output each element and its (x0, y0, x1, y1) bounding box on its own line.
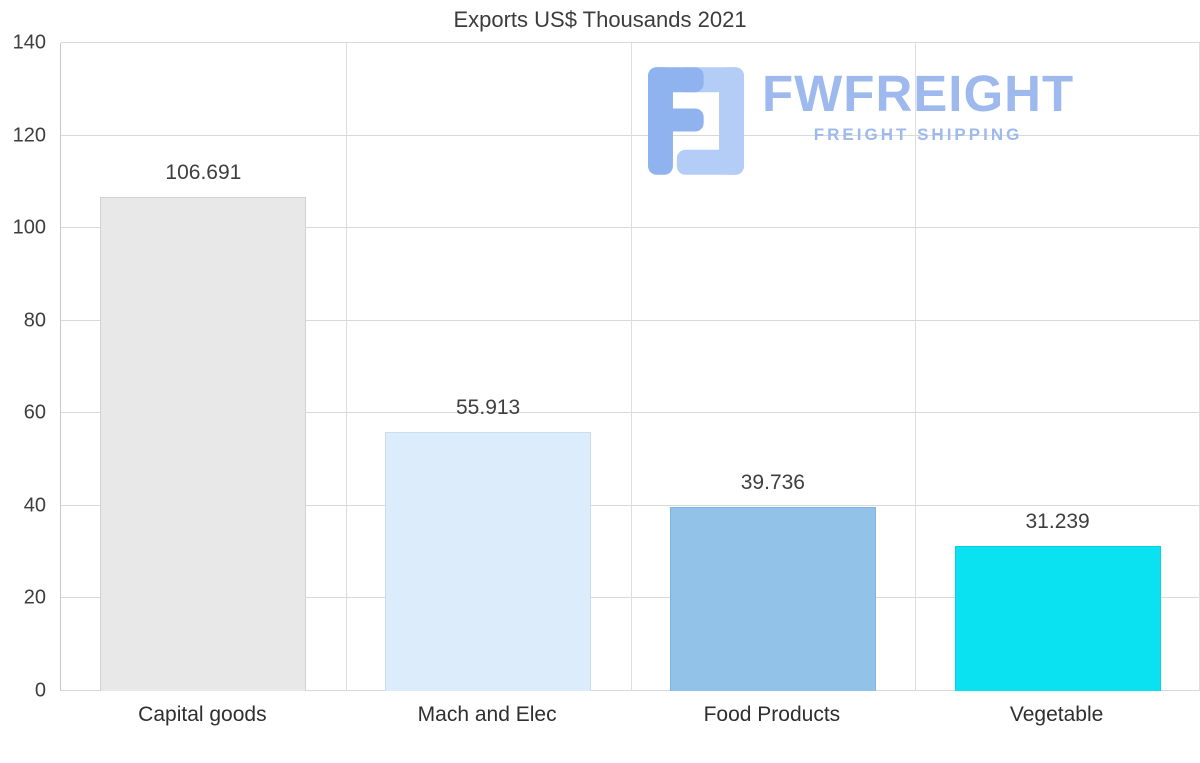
bar-value-label: 39.736 (740, 471, 805, 495)
bar-food-products (669, 507, 876, 691)
bar-capital-goods (100, 197, 307, 691)
fwfreight-logo-text: FWFREIGHT FREIGHT SHIPPING (762, 65, 1075, 145)
bar-vegetable (954, 546, 1161, 691)
bar-mach-and-elec (385, 432, 592, 691)
fwfreight-brand-text: FWFREIGHT (762, 65, 1075, 122)
plot-area: 106.691 55.913 39.736 31.239 (60, 42, 1200, 691)
x-axis-category-label: Mach and Elec (417, 703, 557, 726)
y-axis-tick-label: 80 (23, 309, 46, 332)
y-axis-tick-label: 120 (12, 124, 46, 147)
fwfreight-tagline: FREIGHT SHIPPING (813, 125, 1023, 145)
y-axis-tick-label: 20 (23, 586, 46, 609)
bar-value-label: 55.913 (456, 396, 521, 420)
x-axis: Capital goods Mach and Elec Food Products V… (60, 703, 1199, 735)
y-axis: 0 20 40 60 80 100 120 140 (0, 32, 48, 702)
y-axis-tick-label: 100 (12, 216, 46, 239)
chart-title: Exports US$ Thousands 2021 (453, 7, 747, 32)
gridline-x-2 (630, 43, 632, 691)
gridline-x-1 (345, 43, 347, 691)
gridline-x-3 (915, 43, 917, 691)
bar-value-label: 31.239 (1025, 510, 1090, 534)
y-axis-tick-label: 140 (12, 31, 46, 54)
fwfreight-logo-icon (648, 67, 744, 175)
gridline-y-140 (61, 42, 1200, 43)
x-axis-category-label: Food Products (703, 703, 841, 726)
x-axis-category-label: Capital goods (138, 703, 267, 726)
x-axis-category-label: Vegetable (1009, 703, 1104, 726)
bar-value-label: 106.691 (165, 161, 242, 185)
y-axis-tick-label: 60 (23, 401, 46, 424)
y-axis-tick-label: 40 (23, 494, 46, 517)
y-axis-tick-label: 0 (34, 679, 46, 702)
fwfreight-logo: FWFREIGHT FREIGHT SHIPPING (648, 65, 1075, 176)
